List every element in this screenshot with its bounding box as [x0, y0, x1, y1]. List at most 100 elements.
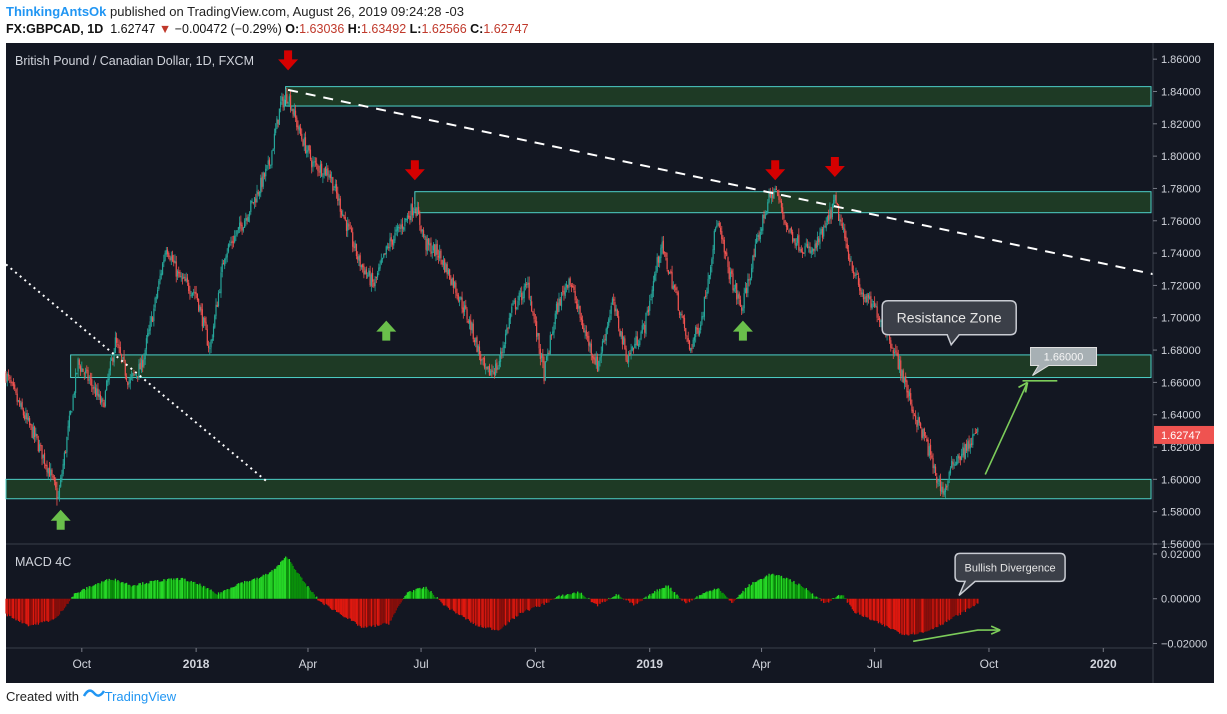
author-link[interactable]: ThinkingAntsOk	[6, 4, 107, 19]
macd-bar	[130, 586, 133, 599]
candle-body	[842, 227, 845, 230]
macd-bar	[266, 574, 268, 599]
macd-bar	[676, 594, 678, 599]
price-tick-label: 1.68000	[1161, 345, 1201, 357]
candle-body	[301, 133, 303, 140]
macd-bar	[297, 573, 299, 599]
macd-bar	[220, 592, 222, 599]
macd-bar	[823, 598, 825, 603]
candle-body	[236, 230, 238, 235]
macd-bar	[155, 580, 158, 599]
high-value: 1.63492	[361, 22, 407, 36]
candle-body	[235, 235, 237, 237]
candle-body	[974, 432, 976, 434]
macd-bar	[711, 591, 713, 599]
macd-bar	[934, 598, 937, 628]
candle-body	[732, 273, 734, 291]
macd-bar	[728, 598, 730, 601]
macd-bar	[179, 579, 181, 599]
candle-body	[906, 380, 908, 393]
candle-body	[276, 118, 278, 129]
macd-bar	[196, 583, 199, 599]
macd-bar	[337, 598, 339, 613]
candle-body	[461, 297, 463, 309]
candle-body	[334, 184, 336, 189]
candle-body	[283, 99, 285, 108]
macd-bar	[422, 586, 425, 599]
candle-body	[657, 256, 660, 263]
candle-body	[656, 257, 658, 272]
macd-bar	[324, 598, 327, 604]
time-tick-label: Jul	[413, 657, 428, 671]
macd-bar	[273, 568, 276, 599]
candle-body	[963, 448, 965, 458]
candle-body	[180, 276, 182, 278]
candle-body	[498, 361, 500, 367]
candle-body	[103, 402, 105, 408]
candle-body	[692, 339, 694, 348]
macd-bar	[77, 592, 79, 599]
macd-bar	[857, 598, 860, 613]
candle-body	[401, 223, 404, 229]
candle-body	[287, 101, 289, 104]
tradingview-link[interactable]: TradingView	[104, 689, 177, 704]
candle-body	[164, 253, 166, 261]
low-label: L:	[409, 22, 422, 36]
macd-bar	[824, 598, 826, 603]
candle-body	[560, 292, 563, 307]
macd-bar	[127, 584, 129, 599]
candle-body	[536, 321, 538, 337]
candle-body	[695, 327, 697, 338]
candle-body	[780, 201, 783, 208]
candle-body	[804, 246, 806, 253]
macd-bar	[435, 598, 437, 599]
macd-bar	[891, 598, 893, 629]
candle-body	[152, 317, 154, 322]
macd-bar	[539, 598, 542, 607]
candle-body	[739, 299, 742, 307]
macd-bar	[265, 573, 267, 599]
candle-body	[42, 454, 44, 458]
price-tick-label: 1.56000	[1161, 539, 1201, 551]
candle-body	[255, 198, 257, 203]
candle-body	[314, 161, 317, 163]
candle-body	[102, 399, 104, 402]
macd-bar	[718, 588, 721, 599]
candle-body	[214, 315, 216, 328]
macd-bar	[222, 590, 225, 599]
candle-body	[190, 294, 192, 296]
macd-bar	[641, 598, 643, 601]
macd-bar	[805, 588, 807, 599]
macd-bar	[145, 582, 148, 599]
candle-body	[719, 227, 722, 232]
candle-body	[542, 354, 544, 363]
candle-body	[619, 329, 621, 336]
candle-body	[113, 352, 115, 363]
macd-bar	[723, 594, 725, 599]
candle-body	[874, 302, 876, 307]
candle-body	[595, 356, 597, 366]
candle-body	[585, 330, 587, 337]
macd-bar	[239, 583, 241, 599]
macd-bar	[605, 598, 607, 602]
macd-bar	[304, 583, 307, 599]
candle-body	[677, 292, 679, 311]
macd-bar	[38, 598, 41, 623]
candle-body	[875, 305, 877, 308]
candle-body	[176, 270, 179, 277]
macd-bar	[246, 581, 248, 599]
macd-bar	[65, 598, 67, 607]
macd-bar	[816, 596, 819, 599]
macd-bar	[276, 566, 278, 599]
macd-bar	[5, 598, 7, 614]
candle-body	[211, 338, 213, 341]
candle-body	[329, 174, 331, 178]
candle-body	[916, 420, 918, 427]
candle-body	[573, 286, 575, 291]
macd-bar	[620, 597, 622, 599]
macd-bar	[550, 598, 553, 600]
macd-bar	[466, 598, 468, 619]
macd-bar	[703, 593, 706, 599]
candle-body	[486, 367, 488, 369]
